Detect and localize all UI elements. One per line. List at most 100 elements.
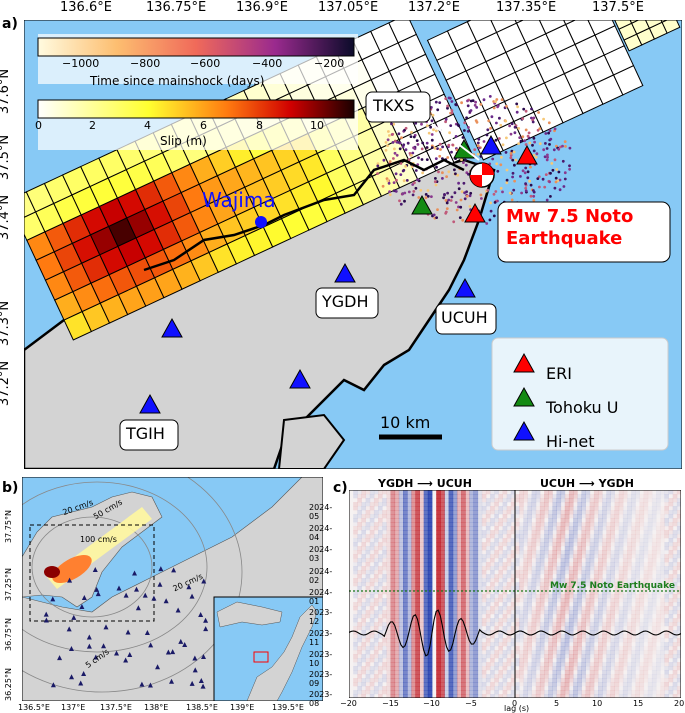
ccf-cell [502,566,508,571]
ccf-cell [535,654,541,659]
ccf-cell [552,686,557,691]
ucuh-label-box [435,303,497,335]
ccf-cell [481,642,487,647]
ccf-cell [527,550,532,555]
ccf-cell [639,670,645,675]
aftershock [376,162,380,166]
ccf-cell [465,630,470,635]
ccf-cell [444,538,449,543]
ccf-cell [527,618,532,622]
ccf-cell [610,542,615,546]
ccf-cell [473,670,479,675]
ccf-cell [423,694,429,698]
ccf-cell [510,490,516,495]
ccf-cell [448,518,454,523]
ccf-cell [635,562,640,567]
ccf-cell [539,642,545,647]
ccf-cell [515,674,520,679]
ccf-cell [656,494,661,499]
ccf-cell [627,534,632,538]
ccf-cell [552,590,557,595]
ccf-cell [589,506,595,511]
ccf-cell [589,678,595,683]
ccf-cell [589,630,595,635]
ccf-cell [651,562,657,567]
ccf-cell [456,634,462,639]
ccf-cell [598,682,603,687]
ccf-cell [477,622,483,627]
ccf-cell [353,574,358,578]
ccf-cell [598,518,603,523]
ccf-cell [390,554,396,559]
ccf-cell [610,510,615,515]
ccf-cell [589,518,595,523]
aftershock [528,179,531,183]
ccf-cell [382,658,387,662]
ccf-cell [394,534,400,539]
ccf-cell [664,690,669,695]
ccf-cell [602,514,607,519]
ccf-cell [568,578,574,583]
ccf-cell [382,586,387,591]
ccf-cell [556,614,562,619]
ccf-cell [676,662,681,667]
ccf-cell [469,626,474,631]
ccf-cell [510,686,516,691]
ccf-cell [481,594,487,599]
ccf-cell [378,686,383,691]
ccf-cell [432,650,437,654]
ccf-cell [577,574,582,578]
ccf-cell [673,550,678,554]
ccf-cell [407,582,412,587]
tgih-label-box [119,419,179,451]
ccf-cell [585,602,591,607]
ccf-cell [664,502,669,507]
ccf-cell [432,642,437,646]
ccf-cell [643,542,649,547]
ccf-cell [651,594,657,599]
ccf-cell [448,694,454,698]
ccf-cell [672,674,678,679]
ccf-cell [573,498,578,503]
ccf-cell [672,694,678,698]
ccf-cell [510,682,516,687]
ccf-cell [498,574,503,579]
ccf-cell [382,590,387,595]
ccf-cell [581,678,586,683]
ccf-cell [672,562,678,567]
ccf-cell [436,654,441,659]
ccf-cell [423,566,429,571]
ccf-cell [672,618,678,623]
ccf-cell [648,510,653,514]
ccf-cell [581,646,586,651]
ccf-cell [510,570,516,575]
ccf-cell [440,546,445,551]
ccf-cell [664,522,669,527]
ccf-cell [598,570,603,575]
ccf-cell [606,662,611,667]
aftershock [451,143,455,147]
legend-eri: ERI [546,364,572,383]
ccf-cell [357,638,362,643]
aftershock [549,137,553,141]
ccf-cell [494,590,499,595]
ccf-cell [585,618,591,623]
ccf-cell [407,530,412,535]
ccf-cell [539,494,545,499]
ccf-cell [585,658,591,663]
aftershock [477,137,481,141]
ccf-cell [573,578,578,583]
ccf-cell [598,514,603,519]
ccf-cell [415,562,420,567]
ccf-cell [656,670,661,675]
ccf-cell [469,562,474,567]
ccf-cell [672,522,678,527]
ccf-cell [631,578,636,583]
ccf-cell [436,490,441,495]
ccf-cell [564,566,570,571]
ccf-cell [577,510,582,515]
ccf-cell [523,494,528,499]
ccf-cell [369,554,375,559]
ccf-cell [564,630,570,635]
ccf-cell [366,606,371,610]
